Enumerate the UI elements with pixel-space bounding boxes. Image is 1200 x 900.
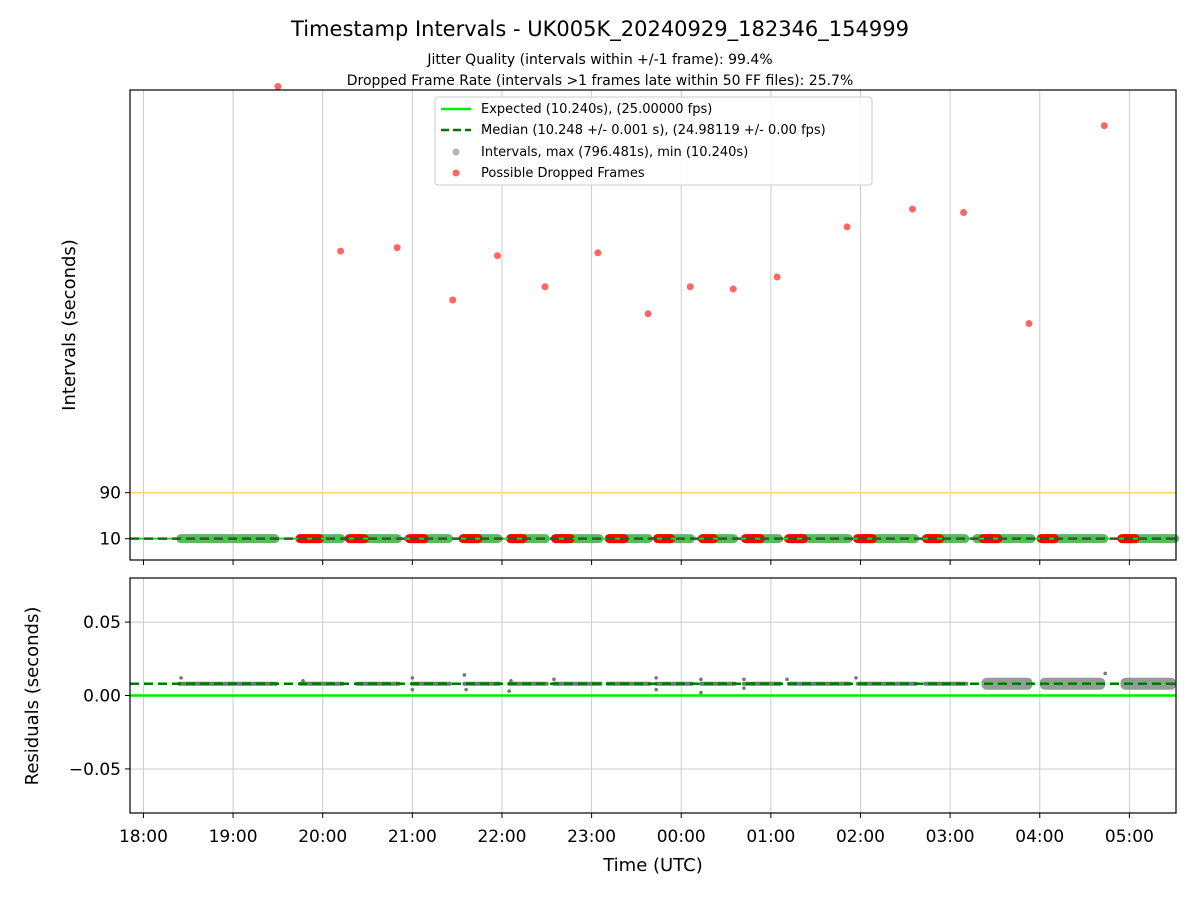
legend-dropped-swatch: [452, 169, 460, 177]
top-panel-frame: [129, 89, 1177, 561]
x-tick-label: 04:00: [1015, 827, 1064, 847]
dropped-frame-point: [393, 244, 401, 252]
x-tick-label: 18:00: [119, 827, 168, 847]
dropped-frame-point: [843, 223, 851, 231]
dropped-frame-point: [1025, 320, 1033, 328]
chart-title: Timestamp Intervals - UK005K_20240929_18…: [290, 17, 909, 42]
bottom-y-tick-label: −0.05: [69, 760, 121, 780]
residual-point: [654, 687, 658, 692]
top-panel: 10 90 Intervals (seconds) Expected (10.24…: [59, 83, 1179, 565]
residual-point: [742, 686, 746, 690]
legend-dropped-label: Possible Dropped Frames: [481, 166, 645, 181]
dropped-frame-point: [1100, 122, 1108, 130]
dropped-frame-point: [908, 205, 916, 213]
x-tick-label: 20:00: [298, 827, 347, 847]
bottom-ylabel: Residuals (seconds): [22, 607, 43, 786]
x-tick-label: 05:00: [1105, 827, 1154, 847]
bottom-y-tick-label: 0.05: [83, 613, 121, 633]
residuals-scatter-band: [1120, 677, 1176, 690]
top-ylabel: Intervals (seconds): [59, 239, 80, 411]
residual-point: [509, 679, 513, 683]
top-y-tick-label: 90: [99, 484, 121, 504]
top-y-tick-label: 10: [99, 530, 121, 550]
dropped-frame-point: [686, 283, 694, 291]
residual-point: [464, 687, 468, 692]
dropped-frame-point: [773, 273, 781, 281]
bottom-y-tick-label: 0.00: [83, 687, 121, 707]
dropped-frame-point: [449, 296, 457, 304]
chart-subtitle-jitter: Jitter Quality (intervals within +/-1 fr…: [426, 52, 772, 68]
dropped-frame-point: [729, 285, 737, 293]
dropped-frame-point: [274, 83, 282, 91]
legend-expected-label: Expected (10.240s), (25.00000 fps): [481, 102, 712, 117]
residual-point: [854, 676, 858, 680]
x-tick-label: 01:00: [746, 827, 795, 847]
top-ticks: 10 90: [99, 484, 1130, 565]
bottom-data: [130, 671, 1176, 697]
legend-intervals-label: Intervals, max (796.481s), min (10.240s): [481, 145, 748, 160]
residual-point: [507, 689, 511, 693]
residual-point: [1103, 671, 1107, 676]
bottom-panel: 18:00 19:00 20:00 21:00 22:00 23:00 00:00 01:00…: [22, 577, 1177, 847]
residual-point: [301, 679, 305, 683]
top-data: [130, 83, 1179, 544]
residual-point: [654, 676, 658, 680]
legend-intervals-swatch: [452, 148, 460, 156]
residual-point: [699, 690, 703, 695]
x-tick-label: 22:00: [477, 827, 526, 847]
residual-point: [410, 676, 415, 680]
dropped-frame-point: [493, 252, 501, 260]
x-tick-label: 02:00: [836, 827, 885, 847]
residual-point: [699, 677, 703, 682]
residual-point: [410, 687, 415, 692]
legend: Expected (10.240s), (25.00000 fps) Media…: [434, 96, 873, 186]
legend-median-label: Median (10.248 +/- 0.001 s), (24.98119 +…: [481, 123, 826, 138]
residual-point: [785, 677, 789, 682]
dropped-frame-point: [644, 310, 652, 318]
dropped-frame-point: [541, 283, 549, 291]
chart-subtitle-dropped: Dropped Frame Rate (intervals >1 frames …: [347, 73, 854, 89]
dropped-frame-point: [337, 247, 345, 255]
x-axis-label: Time (UTC): [602, 855, 703, 876]
residuals-scatter-band: [981, 677, 1033, 690]
x-tick-label: 21:00: [388, 827, 437, 847]
x-tick-label: 03:00: [926, 827, 975, 847]
residual-point: [462, 673, 467, 677]
dropped-frame-point: [594, 249, 602, 257]
bottom-ticks: 18:00 19:00 20:00 21:00 22:00 23:00 00:00 01:00…: [69, 613, 1154, 847]
dropped-frame-point: [960, 209, 968, 217]
residual-point: [552, 677, 556, 682]
x-tick-label: 19:00: [209, 827, 258, 847]
x-tick-label: 00:00: [657, 827, 706, 847]
legend-box: [434, 96, 873, 186]
residual-point: [179, 676, 183, 680]
x-tick-label: 23:00: [567, 827, 616, 847]
residual-point: [742, 677, 746, 682]
